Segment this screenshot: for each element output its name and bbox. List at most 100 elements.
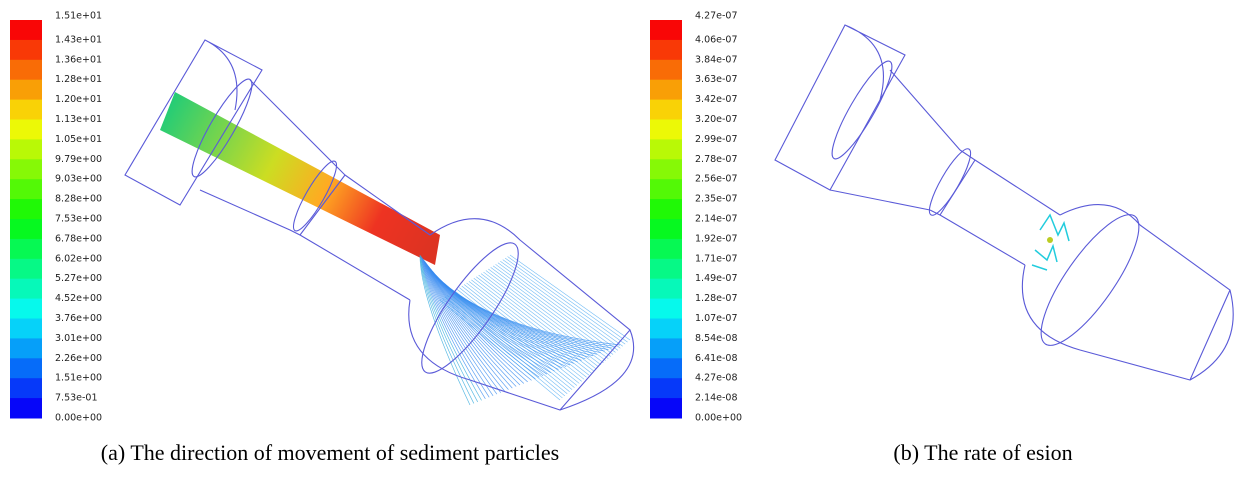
streamline [454, 290, 575, 388]
streamline [509, 254, 631, 341]
streamline [430, 269, 582, 361]
streamline [451, 292, 573, 390]
colorbar-band [10, 20, 42, 41]
colorbar-label: 7.53e+00 [55, 214, 102, 225]
colorbar-label: 1.05e+01 [55, 134, 102, 145]
colorbar-label: 1.07e-07 [695, 313, 738, 324]
colorbar-band [650, 179, 682, 200]
colorbar-band [650, 318, 682, 339]
colorbar-band [650, 358, 682, 379]
colorbar-band [650, 238, 682, 260]
colorbar-band [650, 159, 682, 180]
streamline [485, 270, 607, 361]
colorbar-label: 1.51e+00 [55, 373, 102, 384]
colorbar-label: 0.00e+00 [695, 413, 742, 424]
colorbar-label: 9.79e+00 [55, 154, 102, 165]
colorbar-label: 4.27e-08 [695, 373, 738, 384]
streamline [507, 256, 628, 343]
colorbar-label: 3.20e-07 [695, 114, 738, 125]
colorbar-label: 1.71e-07 [695, 253, 738, 264]
colorbar-band [650, 219, 682, 240]
colorbar-band [10, 219, 42, 240]
streamline [421, 257, 490, 398]
streamline [447, 295, 568, 395]
colorbar-label: 4.06e-07 [695, 34, 738, 45]
colorbar-band [10, 298, 42, 319]
caption-a: (a) The direction of movement of sedimen… [101, 440, 559, 465]
streamline [456, 288, 578, 386]
colorbar-band [10, 318, 42, 339]
colorbar-label: 7.53e-01 [55, 393, 98, 404]
colorbar-band [10, 79, 42, 101]
colorbar-band [10, 358, 42, 379]
colorbar-band [10, 398, 42, 419]
colorbar-band [650, 199, 682, 220]
colorbar-label: 6.41e-08 [695, 353, 738, 364]
colorbar-label: 1.51e+01 [55, 11, 102, 22]
colorbar-label: 3.84e-07 [695, 54, 738, 65]
streamline [449, 293, 570, 392]
colorbar-band [650, 79, 682, 101]
streamline [434, 274, 617, 347]
colorbar-band [650, 119, 682, 140]
streamline [461, 285, 582, 382]
colorbar-label: 2.78e-07 [695, 154, 738, 165]
colorbar-label: 6.02e+00 [55, 253, 102, 264]
colorbar-label: 0.00e+00 [55, 413, 102, 424]
streamline [422, 259, 502, 393]
streamline [423, 260, 509, 390]
colorbar-label: 3.76e+00 [55, 313, 102, 324]
streamline [468, 281, 590, 376]
streamline [442, 298, 563, 399]
colorbar-label: 3.63e-07 [695, 74, 738, 85]
colorbar-band [650, 398, 682, 419]
streamline [466, 282, 587, 378]
colorbar-band [650, 139, 682, 160]
streamline [473, 278, 594, 372]
colorbar-band [650, 378, 682, 399]
colorbar-band [650, 338, 682, 359]
colorbar-label: 9.03e+00 [55, 174, 102, 185]
colorbar-band [650, 278, 682, 300]
streamline [483, 271, 604, 363]
colorbar-label: 4.52e+00 [55, 293, 102, 304]
streamline [471, 279, 592, 374]
streamline [420, 256, 482, 401]
colorbar-label: 4.27e-07 [695, 11, 738, 22]
streamline [419, 254, 471, 406]
geometry-b [774, 24, 1234, 381]
colorbar-band [650, 99, 682, 120]
streamline [423, 259, 505, 392]
streamline [476, 276, 597, 370]
colorbar-band [10, 378, 42, 399]
streamline [478, 274, 599, 368]
colorbar-label: 1.43e+01 [55, 34, 102, 45]
colorbar-band [10, 278, 42, 300]
colorbar-band [10, 258, 42, 280]
colorbar-band [650, 39, 682, 61]
colorbar-label: 5.27e+00 [55, 273, 102, 284]
colorbar-band [10, 99, 42, 120]
streamline [502, 259, 623, 347]
streamline [463, 284, 585, 380]
streamline [480, 273, 602, 366]
colorbar-label: 2.14e-07 [695, 214, 738, 225]
caption-b: (b) The rate of esion [893, 440, 1072, 465]
colorbar-label: 1.20e+01 [55, 94, 102, 105]
colorbar-band [10, 338, 42, 359]
colorbar-label: 2.99e-07 [695, 134, 738, 145]
colorbar-label: 2.26e+00 [55, 353, 102, 364]
streamline [439, 299, 561, 401]
streamline [459, 287, 580, 384]
streamline [488, 268, 609, 359]
jet-flow [160, 92, 440, 265]
colorbar-label: 2.56e-07 [695, 174, 738, 185]
colorbar-band [10, 238, 42, 260]
colorbar-band [650, 298, 682, 319]
colorbar-band [10, 159, 42, 180]
colorbar-label: 1.36e+01 [55, 54, 102, 65]
colorbar-band [650, 20, 682, 41]
streamline [497, 262, 619, 351]
colorbar-band [10, 179, 42, 200]
erosion-contour [1031, 213, 1070, 271]
